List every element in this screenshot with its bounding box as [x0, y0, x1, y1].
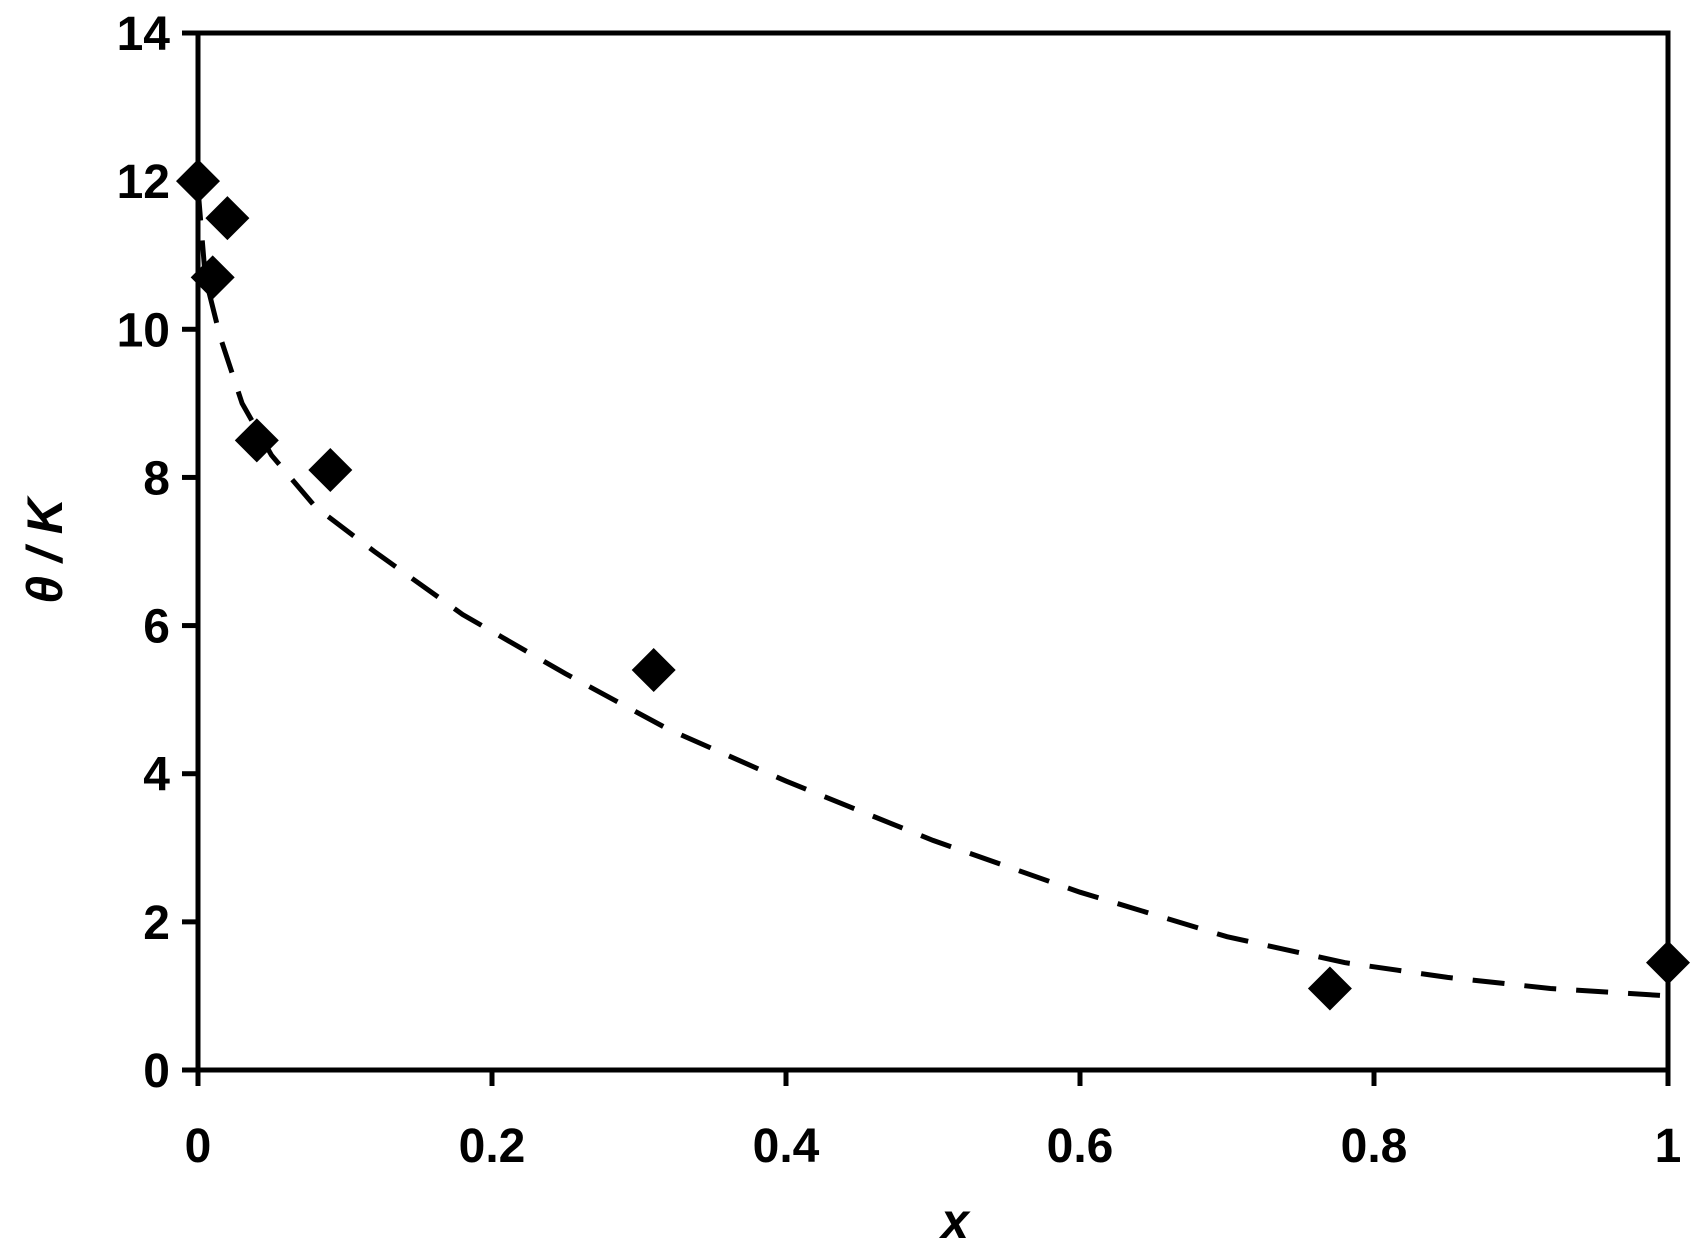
y-tick-label: 4: [143, 749, 170, 802]
y-tick-label: 6: [143, 601, 170, 654]
data-point-marker: [308, 448, 353, 493]
x-tick-label: 0.4: [753, 1120, 820, 1173]
data-point-marker: [190, 255, 235, 300]
y-tick-label: 8: [143, 452, 170, 505]
fit-curve: [195, 188, 1669, 999]
plot-area: [195, 30, 1671, 1073]
data-point-marker: [234, 418, 279, 463]
x-axis: 0 0.2 0.4 0.6 0.8 1: [185, 1070, 1682, 1173]
data-point-marker: [176, 159, 220, 204]
data-points: [176, 159, 1690, 1011]
x-tick-label: 0.6: [1047, 1120, 1114, 1173]
x-axis-title: x: [938, 1193, 971, 1249]
data-point-marker: [631, 648, 676, 693]
y-axis: 0 2 4 6 8 10 12 14: [117, 8, 198, 1098]
x-tick-label: 0.2: [459, 1120, 526, 1173]
y-tick-label: 0: [143, 1045, 170, 1098]
x-tick-label: 0: [185, 1120, 212, 1173]
data-point-marker: [1646, 940, 1690, 985]
x-tick-label: 1: [1655, 1120, 1682, 1173]
y-tick-label: 2: [143, 897, 170, 950]
y-tick-label: 14: [117, 8, 171, 61]
y-tick-label: 10: [117, 304, 170, 357]
x-tick-label: 0.8: [1341, 1120, 1408, 1173]
data-point-marker: [205, 196, 250, 241]
y-axis-title: θ / K: [17, 494, 73, 604]
data-point-marker: [1307, 966, 1352, 1011]
y-tick-label: 12: [117, 156, 170, 209]
